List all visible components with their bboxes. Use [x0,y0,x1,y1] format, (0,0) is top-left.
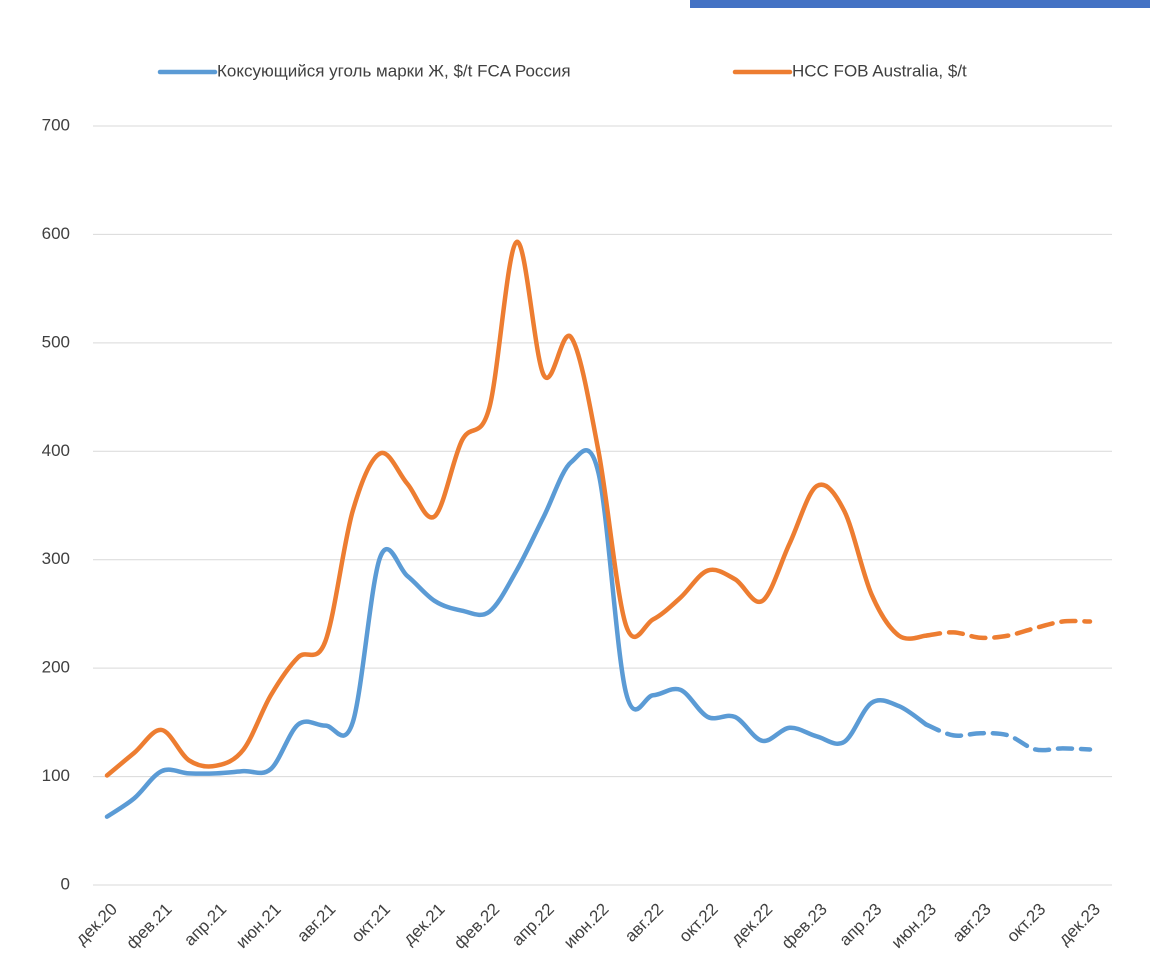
x-tick-label: июн.22 [560,900,613,953]
x-tick-label: дек.23 [1055,900,1104,949]
x-tick-label: авг.23 [949,900,995,946]
x-tick-label: дек.20 [72,900,121,949]
x-tick-label: апр.22 [508,900,558,950]
x-tick-label: июн.21 [232,900,285,953]
forecast-line [923,618,1093,641]
y-tick-label: 200 [42,658,70,677]
x-tick-label: авг.22 [621,900,667,946]
y-tick-label: 400 [42,441,70,460]
y-tick-label: 700 [42,115,70,134]
series-line [104,448,929,819]
forecast-line [923,722,1093,753]
y-tick-label: 500 [42,332,70,351]
series-line [104,239,929,778]
x-tick-label: фев.22 [450,900,503,953]
legend-label: Коксующийся уголь марки Ж, $/t FCA Росси… [217,61,571,80]
x-tick-label: июн.23 [888,900,941,953]
y-tick-label: 300 [42,549,70,568]
x-tick-label: окт.22 [675,900,721,946]
y-tick-label: 100 [42,766,70,785]
y-tick-label: 0 [61,874,70,893]
x-tick-label: дек.21 [400,900,449,949]
x-tick-label: окт.23 [1003,900,1049,946]
x-tick-label: фев.21 [123,900,176,953]
y-tick-label: 600 [42,224,70,243]
header-bar [690,0,1150,8]
x-tick-label: апр.23 [836,900,886,950]
x-tick-label: апр.21 [180,900,230,950]
legend-label: HCC FOB Australia, $/t [792,61,967,80]
x-tick-label: дек.22 [727,900,776,949]
x-tick-label: фев.23 [778,900,831,953]
x-tick-label: авг.21 [293,900,339,946]
x-tick-label: окт.21 [348,900,394,946]
